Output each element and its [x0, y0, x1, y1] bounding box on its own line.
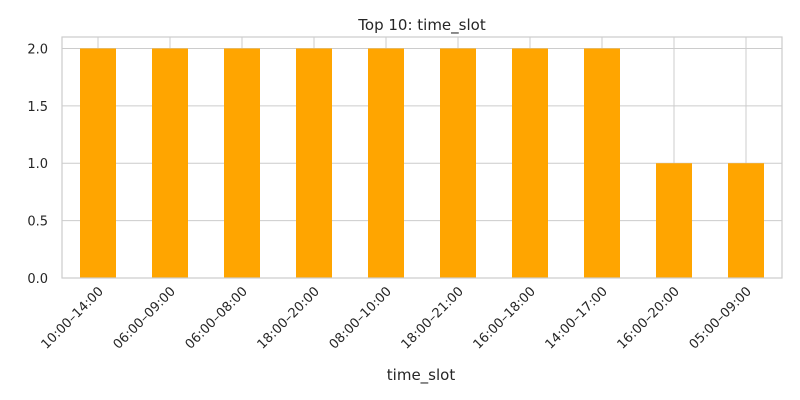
bar	[296, 48, 332, 278]
bar	[224, 48, 260, 278]
x-tick-label: 06:00–08:00	[183, 284, 251, 352]
y-tick-label: 0.0	[27, 272, 48, 287]
x-tick-label: 16:00–20:00	[615, 284, 683, 352]
bar	[512, 48, 548, 278]
bar	[584, 48, 620, 278]
chart-title: Top 10: time_slot	[357, 16, 486, 35]
x-tick-label: 18:00–21:00	[399, 284, 467, 352]
y-tick-label: 0.5	[27, 215, 48, 230]
x-tick-label: 10:00–14:00	[39, 284, 107, 352]
plot-frame	[61, 36, 783, 279]
y-tick-label: 1.5	[27, 100, 48, 115]
bar	[80, 48, 116, 278]
bar	[368, 48, 404, 278]
x-tick-label: 14:00–17:00	[543, 284, 611, 352]
y-tick-label: 1.0	[27, 157, 48, 172]
x-tick-label: 08:00–10:00	[327, 284, 395, 352]
bar	[440, 48, 476, 278]
bars	[80, 48, 764, 278]
bar	[728, 163, 764, 278]
y-axis-ticks: 0.0 0.5 1.0 1.5 2.0	[27, 42, 48, 287]
x-axis-label: time_slot	[387, 366, 456, 385]
x-tick-label: 18:00–20:00	[255, 284, 323, 352]
bar	[656, 163, 692, 278]
x-axis-ticks: 10:00–14:00 06:00–09:00 06:00–08:00 18:00–2…	[39, 284, 755, 352]
x-tick-label: 06:00–09:00	[111, 284, 179, 352]
x-tick-label: 05:00–09:00	[687, 284, 755, 352]
bar	[152, 48, 188, 278]
y-tick-label: 2.0	[27, 42, 48, 57]
x-tick-label: 16:00–18:00	[471, 284, 539, 352]
